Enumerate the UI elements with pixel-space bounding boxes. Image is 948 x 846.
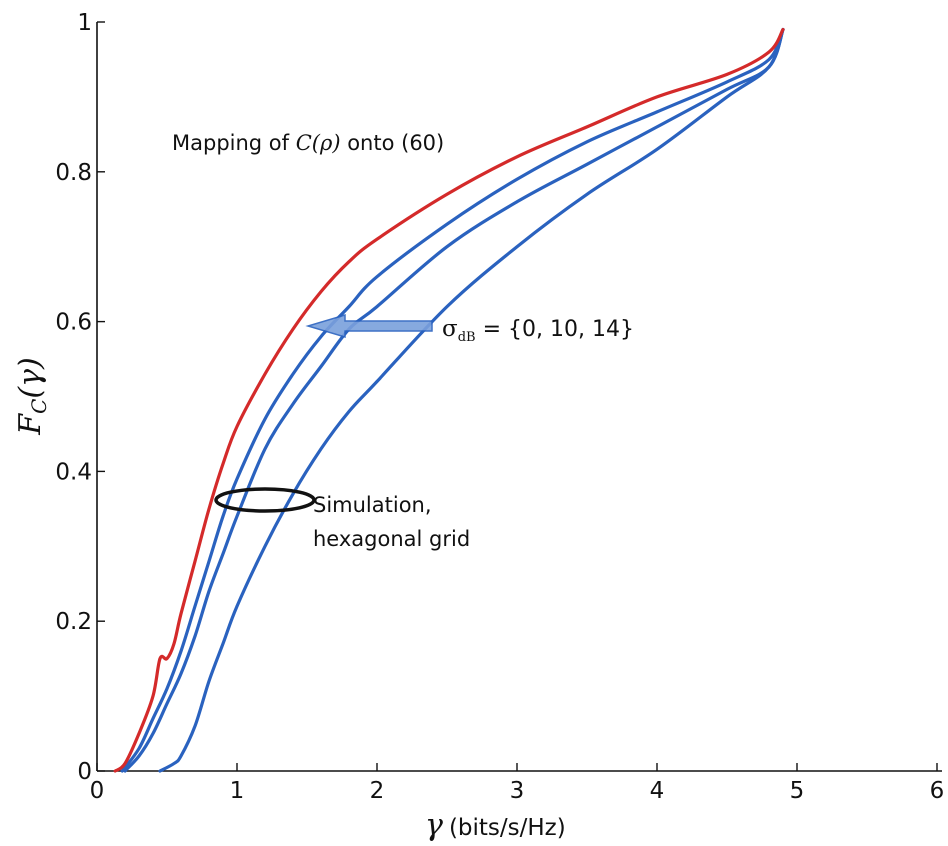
y-axis-label: FC(γ)	[13, 357, 51, 435]
simulation-ellipse	[214, 487, 316, 513]
simulation-curve	[120, 27, 785, 773]
y-tick-label: 1	[77, 10, 92, 36]
sigma-subscript: dB	[458, 330, 476, 345]
y-axis-arg: (γ)	[13, 357, 48, 398]
simulation-curve	[123, 27, 785, 773]
x-axis-unit: (bits/s/Hz)	[449, 815, 566, 841]
sigma-annotation: σdB = {0, 10, 14}	[442, 316, 634, 345]
curves	[113, 27, 785, 773]
simulation-curve	[158, 27, 785, 773]
x-tick-label: 2	[370, 778, 385, 804]
x-axis-symbol: γ	[425, 808, 443, 843]
simulation-label-line1: Simulation,	[313, 493, 432, 517]
y-tick-label: 0.6	[55, 310, 92, 336]
y-tick-label: 0	[77, 759, 92, 785]
sigma-values: = {0, 10, 14}	[476, 317, 634, 342]
mapping-prefix: Mapping of	[172, 131, 296, 155]
y-tick-label: 0.8	[55, 160, 92, 186]
mapping-curve	[113, 27, 785, 773]
simulation-label-line2: hexagonal grid	[313, 527, 470, 551]
y-axis-symbol: F	[13, 413, 48, 436]
x-tick-label: 4	[650, 778, 665, 804]
mapping-suffix: onto (60)	[341, 131, 445, 155]
axis-ticks: 0 1 2 3 4 5 6 0 0.2 0.4 0.6 0.8 1	[55, 10, 944, 804]
mapping-annotation: Mapping of C(ρ) onto (60)	[172, 131, 444, 155]
x-tick-label: 0	[90, 778, 105, 804]
x-tick-label: 1	[230, 778, 245, 804]
sigma-arrow	[305, 313, 433, 339]
x-tick-label: 6	[930, 778, 945, 804]
y-tick-label: 0.4	[55, 459, 92, 485]
y-axis-subscript: C	[27, 399, 51, 414]
sigma-symbol: σ	[442, 316, 458, 342]
x-axis-label: γ (bits/s/Hz)	[425, 808, 566, 843]
x-tick-label: 5	[790, 778, 805, 804]
mapping-math: C(ρ)	[296, 131, 341, 155]
x-tick-label: 3	[510, 778, 525, 804]
y-tick-label: 0.2	[55, 609, 92, 635]
